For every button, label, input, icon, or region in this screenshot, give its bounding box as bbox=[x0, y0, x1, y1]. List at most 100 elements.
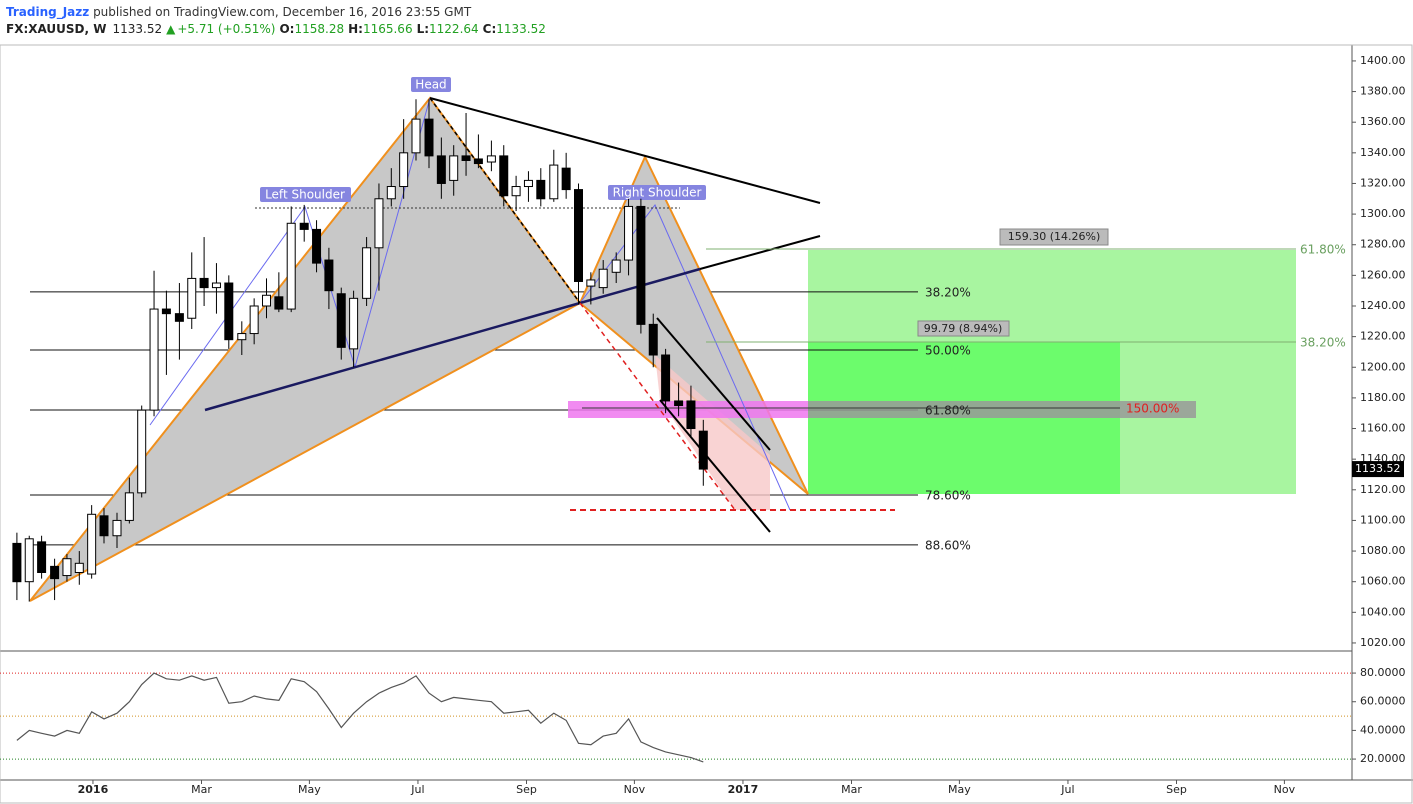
candle-body bbox=[199, 277, 209, 289]
r-label: 61.80% bbox=[1300, 243, 1346, 257]
channel bbox=[659, 399, 771, 533]
c-value: 1133.52 bbox=[496, 22, 546, 36]
y-tick-label: 1100.00 bbox=[1360, 513, 1406, 526]
l-value: 1122.64 bbox=[429, 22, 479, 36]
h-value: 1165.66 bbox=[363, 22, 413, 36]
candle-body bbox=[74, 562, 84, 573]
y-tick-label: 1220.00 bbox=[1360, 330, 1406, 343]
author[interactable]: Trading_Jazz bbox=[6, 5, 89, 20]
fib-label: 38.20% bbox=[925, 285, 971, 299]
fib-label: 61.80% bbox=[925, 403, 971, 417]
candle-body bbox=[686, 400, 696, 430]
header-line2: FX:XAUUSD, W 1133.52 ▲ +5.71 (+0.51%) O:1158… bbox=[6, 22, 546, 36]
x-tick-label: 2016 bbox=[78, 783, 109, 796]
y-tick-label: 1080.00 bbox=[1360, 544, 1406, 557]
y-tick-label: 1040.00 bbox=[1360, 605, 1406, 618]
candle-body bbox=[549, 164, 559, 200]
candle-body bbox=[424, 118, 434, 157]
candle-body bbox=[324, 259, 334, 292]
candle-body bbox=[112, 519, 122, 537]
r-label: 38.20% bbox=[1300, 336, 1346, 350]
candle-body bbox=[299, 222, 309, 230]
candle-body bbox=[536, 179, 546, 200]
tag bbox=[917, 320, 1010, 337]
y-tick-label: 1200.00 bbox=[1360, 360, 1406, 373]
x-tick-label: Nov bbox=[624, 783, 646, 796]
candle-body bbox=[611, 259, 621, 273]
candle-body bbox=[561, 167, 571, 191]
candle-body bbox=[336, 293, 346, 348]
candle-body bbox=[286, 222, 296, 310]
candle-body bbox=[187, 277, 197, 319]
candle-body bbox=[486, 155, 496, 163]
candle-body bbox=[149, 308, 159, 411]
fib-label: 78.60% bbox=[925, 488, 971, 502]
candle-body bbox=[499, 155, 509, 197]
y-tick-label: 1160.00 bbox=[1360, 422, 1406, 435]
x-tick-label: Mar bbox=[191, 783, 212, 796]
h-label: H: bbox=[348, 22, 363, 36]
head-label: Head bbox=[415, 78, 446, 92]
candle-body bbox=[698, 430, 708, 470]
rsi-tick-label: 60.0000 bbox=[1360, 695, 1406, 708]
rsi-tick-label: 40.0000 bbox=[1360, 723, 1406, 736]
price-tag bbox=[1352, 461, 1404, 478]
fib-label: 88.60% bbox=[925, 538, 971, 552]
candle-body bbox=[449, 155, 459, 181]
y-tick-label: 1340.00 bbox=[1360, 146, 1406, 159]
channel bbox=[656, 317, 771, 451]
candle-body bbox=[12, 542, 22, 583]
x-tick-label: Sep bbox=[516, 783, 537, 796]
candle-body bbox=[237, 333, 247, 341]
price-tag-label: 1133.52 bbox=[1355, 462, 1401, 475]
candle-body bbox=[274, 296, 284, 310]
candle-body bbox=[37, 541, 47, 573]
candle-body bbox=[161, 308, 171, 315]
candle-body bbox=[574, 189, 583, 282]
published: published on TradingView.com, December 1… bbox=[89, 5, 472, 19]
candle-body bbox=[523, 179, 533, 188]
last: 1133.52 bbox=[112, 22, 162, 36]
candle-body bbox=[636, 205, 646, 325]
candle-body bbox=[511, 186, 521, 197]
y-tick-label: 1360.00 bbox=[1360, 115, 1406, 128]
candle-body bbox=[211, 282, 221, 289]
candle-body bbox=[586, 279, 596, 287]
candle-body bbox=[24, 538, 34, 583]
o-value: 1158.28 bbox=[294, 22, 344, 36]
candle-body bbox=[249, 305, 259, 335]
tag bbox=[411, 77, 451, 92]
left-shoulder: Left Shoulder bbox=[265, 188, 345, 202]
ext-label: 150.00% bbox=[1126, 402, 1179, 416]
trend-line bbox=[429, 97, 821, 204]
y-tick-label: 1180.00 bbox=[1360, 391, 1406, 404]
candle-body bbox=[174, 313, 184, 322]
projection-zone bbox=[655, 355, 770, 510]
candle-body bbox=[399, 152, 409, 188]
candle-body bbox=[411, 118, 421, 154]
c-label: C: bbox=[483, 22, 497, 36]
candle-body bbox=[374, 198, 384, 249]
y-tick-label: 1060.00 bbox=[1360, 575, 1406, 588]
neckline-ext bbox=[699, 235, 821, 270]
up-arrow: ▲ bbox=[166, 22, 176, 36]
x-tick-label: Nov bbox=[1274, 783, 1296, 796]
candle-body bbox=[661, 354, 671, 402]
candle-body bbox=[362, 247, 372, 299]
y-tick-label: 1240.00 bbox=[1360, 299, 1406, 312]
y-tick-label: 1380.00 bbox=[1360, 85, 1406, 98]
y-tick-label: 1400.00 bbox=[1360, 54, 1406, 67]
y-tick-label: 1280.00 bbox=[1360, 238, 1406, 251]
candle-body bbox=[349, 297, 359, 350]
x-tick-label: Sep bbox=[1166, 783, 1187, 796]
candle-body bbox=[137, 409, 147, 494]
candle-body bbox=[99, 515, 109, 537]
candle-body bbox=[87, 513, 97, 575]
ext-band-gray bbox=[808, 401, 1196, 418]
rsi-tick-label: 20.0000 bbox=[1360, 752, 1406, 765]
header-line1: Trading_Jazz published on TradingView.co… bbox=[6, 5, 472, 20]
x-tick-label: 2017 bbox=[728, 783, 759, 796]
dashed-line bbox=[429, 97, 581, 304]
